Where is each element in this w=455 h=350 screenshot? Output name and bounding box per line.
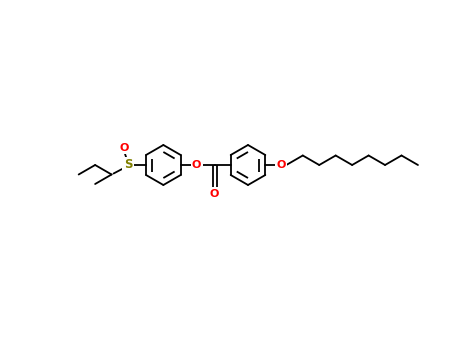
Text: O: O bbox=[192, 160, 202, 170]
Text: O: O bbox=[277, 160, 286, 170]
Text: S: S bbox=[124, 159, 132, 172]
Text: O: O bbox=[119, 143, 129, 153]
Text: O: O bbox=[210, 189, 219, 199]
